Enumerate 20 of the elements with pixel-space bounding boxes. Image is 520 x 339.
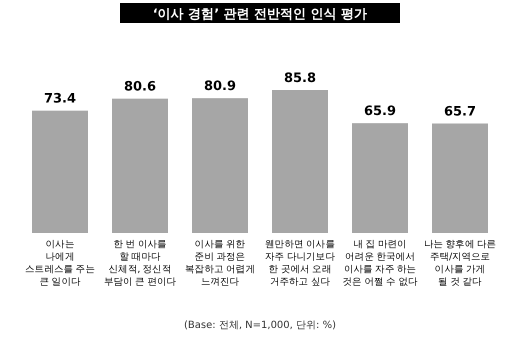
bar — [352, 123, 408, 233]
bar — [272, 90, 328, 233]
bar — [32, 110, 88, 233]
data-label: 65.7 — [444, 104, 476, 120]
x-tick-label: 내 집 마련이 어려운 한국에서 이사를 자주 하는 것은 어쩔 수 없다 — [342, 239, 418, 288]
bar — [192, 98, 248, 233]
data-label: 73.4 — [44, 92, 76, 107]
x-tick-label: 이사는 나에게 스트레스를 주는 큰 일이다 — [25, 239, 96, 288]
chart-title: ‘이사 경험’ 관련 전반적인 인식 평가 — [152, 7, 368, 22]
data-label: 65.9 — [364, 104, 396, 120]
data-label: 80.6 — [124, 80, 156, 95]
text: (Base: 전체, N=1,000, 단위: %) — [184, 320, 336, 331]
x-tick-label: 나는 향후에 다른 주택/지역으로 이사를 가게 될 것 같다 — [424, 239, 497, 288]
bar — [112, 98, 168, 233]
x-tick-label: 이사를 위한 준비 과정은 복잡하고 어렵게 느껴진다 — [185, 239, 255, 288]
data-label: 85.8 — [284, 71, 316, 86]
data-label: 80.9 — [204, 79, 236, 94]
x-tick-label: 웬만하면 이사를 자주 다니기보다 한 곳에서 오래 거주하고 싶다 — [265, 239, 336, 288]
x-tick-label: 한 번 이사를 할 때마다 신체적, 정신적 부담이 큰 편이다 — [104, 239, 177, 288]
bar — [432, 124, 488, 233]
